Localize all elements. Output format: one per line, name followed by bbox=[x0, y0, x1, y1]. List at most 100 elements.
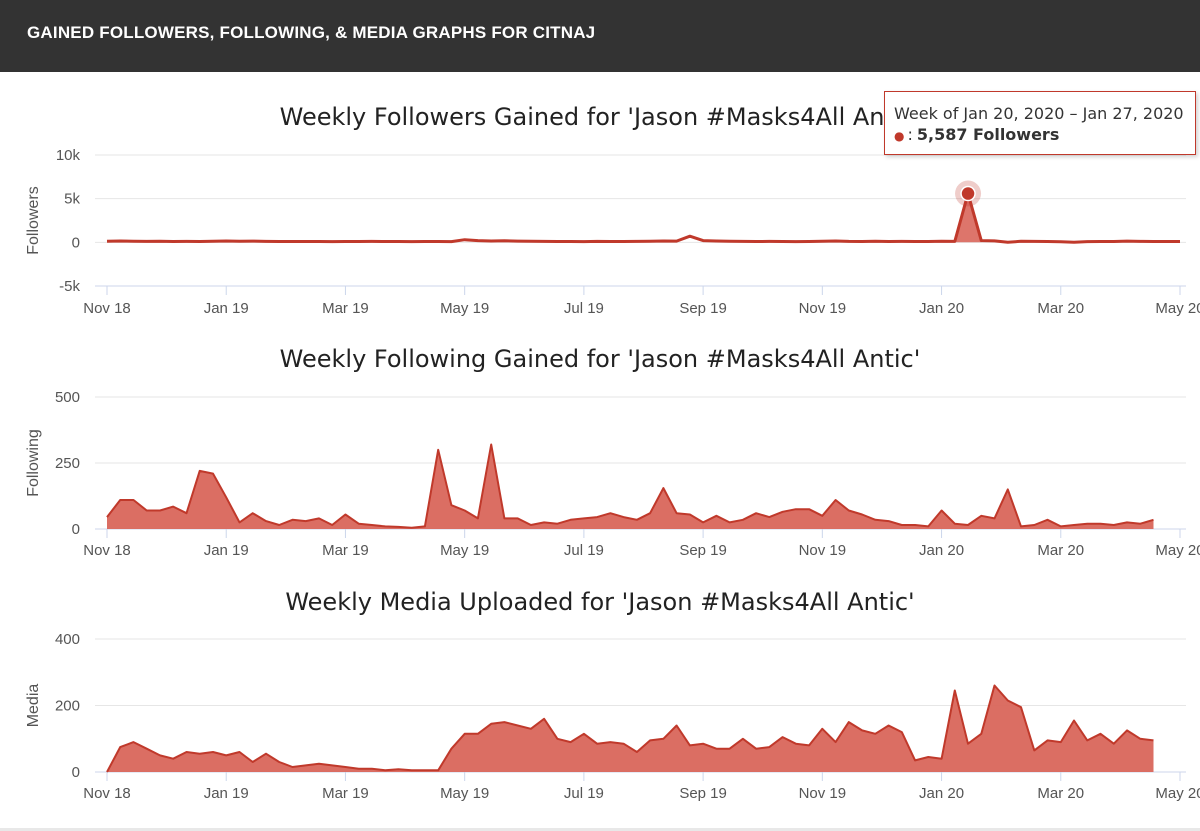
data-point[interactable] bbox=[105, 239, 109, 243]
data-point[interactable] bbox=[1165, 240, 1169, 244]
data-point[interactable] bbox=[1152, 738, 1156, 742]
data-point[interactable] bbox=[145, 239, 149, 243]
data-point[interactable] bbox=[887, 724, 891, 728]
data-point[interactable] bbox=[396, 525, 400, 529]
data-point[interactable] bbox=[622, 240, 626, 244]
data-point[interactable] bbox=[330, 523, 334, 527]
data-point[interactable] bbox=[926, 755, 930, 759]
data-point[interactable] bbox=[476, 239, 480, 243]
data-point[interactable] bbox=[900, 523, 904, 527]
data-point[interactable] bbox=[807, 240, 811, 244]
data-point[interactable] bbox=[953, 239, 957, 243]
data-point[interactable] bbox=[834, 740, 838, 744]
data-point[interactable] bbox=[622, 515, 626, 519]
data-point[interactable] bbox=[423, 524, 427, 528]
data-point[interactable] bbox=[794, 507, 798, 511]
data-point[interactable] bbox=[317, 516, 321, 520]
data-point[interactable] bbox=[860, 240, 864, 244]
data-point[interactable] bbox=[516, 239, 520, 243]
data-point[interactable] bbox=[1099, 732, 1103, 736]
data-point[interactable] bbox=[516, 516, 520, 520]
data-point[interactable] bbox=[675, 239, 679, 243]
data-point[interactable] bbox=[317, 762, 321, 766]
data-point[interactable] bbox=[701, 239, 705, 243]
data-point[interactable] bbox=[198, 469, 202, 473]
data-point[interactable] bbox=[383, 768, 387, 772]
data-point[interactable] bbox=[383, 240, 387, 244]
data-point[interactable] bbox=[1046, 738, 1050, 742]
data-point[interactable] bbox=[648, 511, 652, 515]
data-point[interactable] bbox=[979, 239, 983, 243]
data-point[interactable] bbox=[410, 768, 414, 772]
data-point[interactable] bbox=[1085, 522, 1089, 526]
data-point[interactable] bbox=[251, 760, 255, 764]
data-point[interactable] bbox=[754, 240, 758, 244]
data-point[interactable] bbox=[502, 516, 506, 520]
data-point[interactable] bbox=[224, 239, 228, 243]
data-point[interactable] bbox=[701, 742, 705, 746]
data-point[interactable] bbox=[595, 515, 599, 519]
data-point[interactable] bbox=[463, 732, 467, 736]
data-point[interactable] bbox=[370, 239, 374, 243]
data-point[interactable] bbox=[118, 239, 122, 243]
data-point[interactable] bbox=[741, 518, 745, 522]
data-point[interactable] bbox=[1019, 524, 1023, 528]
data-point[interactable] bbox=[330, 240, 334, 244]
data-point[interactable] bbox=[1085, 738, 1089, 742]
data-point[interactable] bbox=[542, 520, 546, 524]
data-point[interactable] bbox=[1152, 518, 1156, 522]
data-point[interactable] bbox=[158, 509, 162, 513]
data-point[interactable] bbox=[648, 239, 652, 243]
data-point[interactable] bbox=[224, 753, 228, 757]
data-point[interactable] bbox=[794, 240, 798, 244]
data-point[interactable] bbox=[555, 522, 559, 526]
data-point[interactable] bbox=[198, 240, 202, 244]
data-point[interactable] bbox=[582, 240, 586, 244]
data-point[interactable] bbox=[940, 509, 944, 513]
data-point[interactable] bbox=[728, 239, 732, 243]
data-point[interactable] bbox=[132, 740, 136, 744]
data-point[interactable] bbox=[820, 239, 824, 243]
data-point[interactable] bbox=[834, 498, 838, 502]
data-point[interactable] bbox=[357, 522, 361, 526]
data-point[interactable] bbox=[847, 720, 851, 724]
data-point[interactable] bbox=[900, 730, 904, 734]
data-point[interactable] bbox=[953, 522, 957, 526]
data-point[interactable] bbox=[966, 523, 970, 527]
highlight-point[interactable] bbox=[960, 185, 976, 202]
data-point[interactable] bbox=[714, 239, 718, 243]
data-point[interactable] bbox=[714, 514, 718, 518]
data-point[interactable] bbox=[1019, 239, 1023, 243]
data-point[interactable] bbox=[264, 239, 268, 243]
data-point[interactable] bbox=[423, 768, 427, 772]
data-point[interactable] bbox=[1032, 748, 1036, 752]
data-point[interactable] bbox=[966, 742, 970, 746]
data-point[interactable] bbox=[343, 513, 347, 517]
data-point[interactable] bbox=[887, 240, 891, 244]
data-point[interactable] bbox=[1032, 523, 1036, 527]
data-point[interactable] bbox=[436, 768, 440, 772]
data-point[interactable] bbox=[661, 737, 665, 741]
data-point[interactable] bbox=[661, 486, 665, 490]
data-point[interactable] bbox=[767, 515, 771, 519]
data-point[interactable] bbox=[860, 728, 864, 732]
data-point[interactable] bbox=[595, 239, 599, 243]
data-point[interactable] bbox=[529, 523, 533, 527]
data-point[interactable] bbox=[463, 509, 467, 513]
data-point[interactable] bbox=[781, 510, 785, 514]
data-point[interactable] bbox=[993, 239, 997, 243]
data-point[interactable] bbox=[1125, 728, 1129, 732]
data-point[interactable] bbox=[238, 520, 242, 524]
data-point[interactable] bbox=[383, 524, 387, 528]
data-point[interactable] bbox=[820, 727, 824, 731]
data-point[interactable] bbox=[807, 743, 811, 747]
data-point[interactable] bbox=[728, 520, 732, 524]
data-point[interactable] bbox=[834, 239, 838, 243]
data-point[interactable] bbox=[1046, 240, 1050, 244]
data-point[interactable] bbox=[317, 240, 321, 244]
data-point[interactable] bbox=[1138, 522, 1142, 526]
data-point[interactable] bbox=[1085, 240, 1089, 244]
data-point[interactable] bbox=[675, 724, 679, 728]
data-point[interactable] bbox=[1059, 524, 1063, 528]
data-point[interactable] bbox=[423, 240, 427, 244]
